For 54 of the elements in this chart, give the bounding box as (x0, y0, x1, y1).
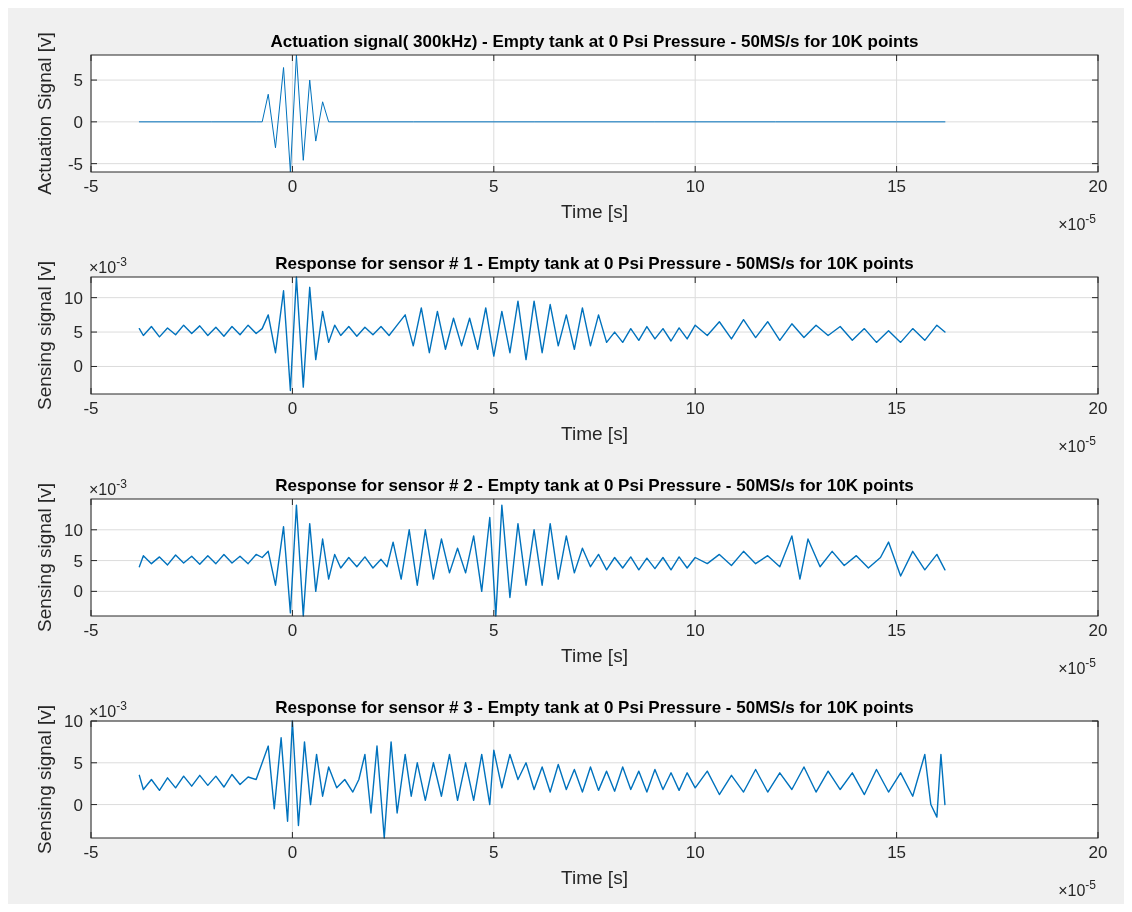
x-tick-label: 20 (1088, 177, 1108, 196)
y-axis-title: Sensing signal [v] (34, 483, 55, 632)
y-axis-title: Sensing signal [v] (34, 705, 55, 854)
line-series (138, 504, 946, 617)
x-tick-label: 5 (489, 399, 499, 418)
x-tick-label: 20 (1088, 621, 1108, 640)
line-series (138, 54, 946, 173)
y-tick-label: 5 (73, 551, 83, 571)
x-tick-label: 15 (887, 177, 907, 196)
x-tick-label: 0 (287, 399, 298, 418)
x-tick-label: 15 (887, 621, 907, 640)
text: ×10$^{-3}$ (89, 477, 128, 498)
y-tick-label: 10 (64, 520, 83, 540)
x-tick-label: 10 (685, 399, 705, 418)
x-tick-label: 0 (287, 843, 298, 862)
x-axis-title: Time [s] (561, 867, 628, 888)
text: ×10$^{-5}$ (1058, 656, 1097, 677)
x-tick-label: 5 (489, 177, 499, 196)
y-tick-label: 10 (64, 288, 83, 308)
y-tick-label: 0 (73, 112, 83, 132)
x-tick-label: 10 (685, 621, 705, 640)
y-tick-label: -5 (67, 154, 83, 174)
y-tick-label: 10 (64, 711, 83, 731)
text: ×10$^{-5}$ (1058, 878, 1097, 899)
y-tick-label: 0 (73, 357, 83, 377)
y-tick-label: 5 (73, 753, 83, 773)
chart-title: Actuation signal( 300kHz) - Empty tank at 0 Psi Pressure - 50MS/s for 10K points (270, 32, 919, 51)
chart-title: Response for sensor # 2 - Empty tank at 0 Psi Pressure - 50MS/s for 10K points (275, 476, 914, 495)
x-tick-label: 15 (887, 843, 907, 862)
x-tick-label: 15 (887, 399, 907, 418)
y-axis-title: Actuation Signal [v] (34, 32, 55, 195)
x-tick-label: 0 (287, 177, 298, 196)
x-tick-label: 5 (489, 843, 499, 862)
chart-title: Response for sensor # 3 - Empty tank at 0 Psi Pressure - 50MS/s for 10K points (275, 698, 914, 717)
y-tick-label: 5 (73, 323, 83, 343)
y-axis-title: Sensing signal [v] (34, 261, 55, 410)
text: ×10$^{-5}$ (1058, 212, 1097, 233)
y-tick-label: 0 (73, 582, 83, 602)
x-axis-title: Time [s] (561, 423, 628, 444)
x-axis-title: Time [s] (561, 645, 628, 666)
x-tick-label: 20 (1088, 843, 1108, 862)
text: ×10$^{-3}$ (89, 255, 128, 276)
line-series (138, 276, 946, 392)
x-tick-label: 5 (489, 621, 499, 640)
x-tick-label: 20 (1088, 399, 1108, 418)
x-tick-label: 10 (685, 843, 705, 862)
chart-title: Response for sensor # 1 - Empty tank at 0 Psi Pressure - 50MS/s for 10K points (275, 254, 914, 273)
text: ×10$^{-5}$ (1058, 434, 1097, 455)
x-tick-label: 10 (685, 177, 705, 196)
y-tick-label: 5 (73, 71, 83, 91)
x-tick-label: 0 (287, 621, 298, 640)
x-axis-title: Time [s] (561, 201, 628, 222)
y-tick-label: 0 (73, 795, 83, 815)
text: ×10$^{-3}$ (89, 699, 128, 720)
